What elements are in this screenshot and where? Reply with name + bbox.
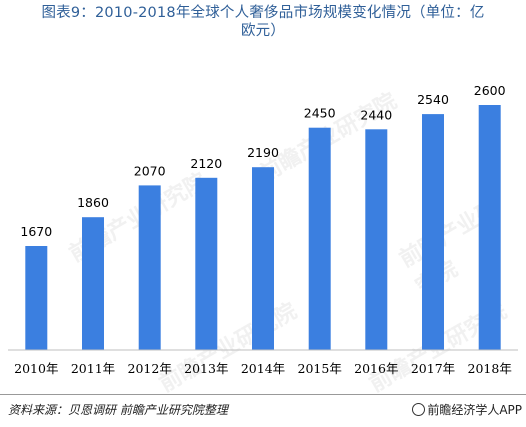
data-label: 2450 xyxy=(304,106,336,121)
data-label: 1670 xyxy=(20,224,52,239)
x-tick-label: 2015年 xyxy=(298,361,342,376)
chart-title: 图表9：2010-2018年全球个人奢侈品市场规模变化情况（单位：亿 欧元） xyxy=(0,4,526,40)
bar-2016年 xyxy=(365,129,388,350)
data-label-group: 1670 1860 2070 2120 2190 2450 2440 2540 2600 xyxy=(20,83,505,239)
bar-2014年 xyxy=(252,167,274,350)
bar-chart: 1670 1860 2070 2120 2190 2450 2440 2540 2600 201… xyxy=(8,83,518,376)
x-tick-label: 2017年 xyxy=(411,361,455,376)
data-label: 2190 xyxy=(247,145,279,160)
bar-2017年 xyxy=(422,114,444,350)
bar-2011年 xyxy=(82,217,104,350)
x-tick-label: 2016年 xyxy=(354,361,398,376)
footer: 资料来源：贝恩调研 前瞻产业研究院整理 前瞻经济学人APP xyxy=(0,394,526,427)
brand-mark: 前瞻经济学人APP xyxy=(412,401,522,418)
bar-2013年 xyxy=(195,177,218,350)
data-label: 1860 xyxy=(77,195,109,210)
x-tick-label: 2014年 xyxy=(241,361,285,376)
bar-2018年 xyxy=(478,105,501,350)
data-label: 2540 xyxy=(417,92,449,107)
data-label: 2120 xyxy=(190,156,222,171)
bar-2012年 xyxy=(138,185,161,350)
brand-name: 前瞻经济学人APP xyxy=(427,403,522,417)
x-tick-label: 2018年 xyxy=(468,361,512,376)
x-tick-label: 2012年 xyxy=(128,361,172,376)
bar-2010年 xyxy=(25,246,48,350)
brand-logo-icon xyxy=(412,403,426,416)
bar-group xyxy=(25,105,501,350)
chart-title-line-2: 欧元） xyxy=(240,23,286,39)
x-tick-label: 2013年 xyxy=(184,361,228,376)
data-label: 2440 xyxy=(360,107,392,122)
source-note: 资料来源：贝恩调研 前瞻产业研究院整理 xyxy=(8,403,228,417)
data-label: 2070 xyxy=(134,163,166,178)
x-tick-label-group: 2010年 2011年 2012年 2013年 2014年 2015年 2016年 2017年… xyxy=(14,361,512,376)
x-tick-label: 2010年 xyxy=(14,361,58,376)
chart-title-line-1: 图表9：2010-2018年全球个人奢侈品市场规模变化情况（单位：亿 xyxy=(41,5,485,21)
bar-2015年 xyxy=(308,127,331,350)
data-label: 2600 xyxy=(474,83,506,98)
x-tick-label: 2011年 xyxy=(71,361,115,376)
